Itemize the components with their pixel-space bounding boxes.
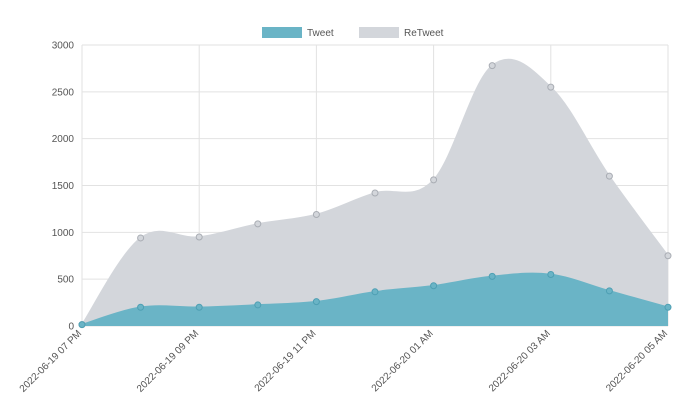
series-areas [81,58,669,326]
data-point-retweet [488,62,496,70]
legend-label-tweet: Tweet [307,28,334,39]
series-area-retweet [82,59,668,326]
data-point-retweet [371,189,379,197]
legend-item-tweet: Tweet [262,27,334,39]
y-tick-label: 500 [57,275,74,286]
series-area-tweet [82,273,668,326]
data-point-tweet [254,301,262,309]
data-point-tweet [195,303,203,311]
data-point-tweet [78,321,86,329]
y-tick-label: 0 [68,322,74,333]
data-point-retweet [664,252,672,260]
series-points [78,62,672,329]
data-point-tweet [547,270,555,278]
x-tick-label: 2022-06-19 09 PM [135,328,201,394]
legend-swatch-tweet [262,27,302,38]
y-tick-label: 2000 [52,134,75,145]
data-point-tweet [664,303,672,311]
data-point-retweet [430,176,438,184]
series-line-retweet [81,58,669,326]
data-point-tweet [488,272,496,280]
data-point-retweet [312,211,320,219]
data-point-tweet [312,298,320,306]
y-tick-label: 2500 [52,87,75,98]
legend-swatch-retweet [359,27,399,38]
data-point-retweet [547,83,555,91]
data-point-tweet [430,282,438,290]
legend-item-retweet: ReTweet [359,27,444,39]
data-point-tweet [371,288,379,296]
data-point-tweet [137,303,145,311]
data-point-retweet [605,172,613,180]
legend-label-retweet: ReTweet [404,28,444,39]
data-point-retweet [254,220,262,228]
legend: Tweet ReTweet [262,27,444,39]
x-tick-label: 2022-06-20 05 AM [604,328,670,394]
data-point-tweet [605,287,613,295]
x-tick-label: 2022-06-19 11 PM [253,328,319,394]
x-tick-label: 2022-06-19 07 PM [18,328,84,394]
y-tick-label: 1500 [52,181,75,192]
y-tick-label: 3000 [52,41,75,52]
data-point-retweet [195,233,203,241]
data-point-retweet [137,234,145,242]
x-tick-label: 2022-06-20 01 AM [370,328,436,394]
y-tick-label: 1000 [52,228,75,239]
x-tick-label: 2022-06-20 03 AM [487,328,553,394]
